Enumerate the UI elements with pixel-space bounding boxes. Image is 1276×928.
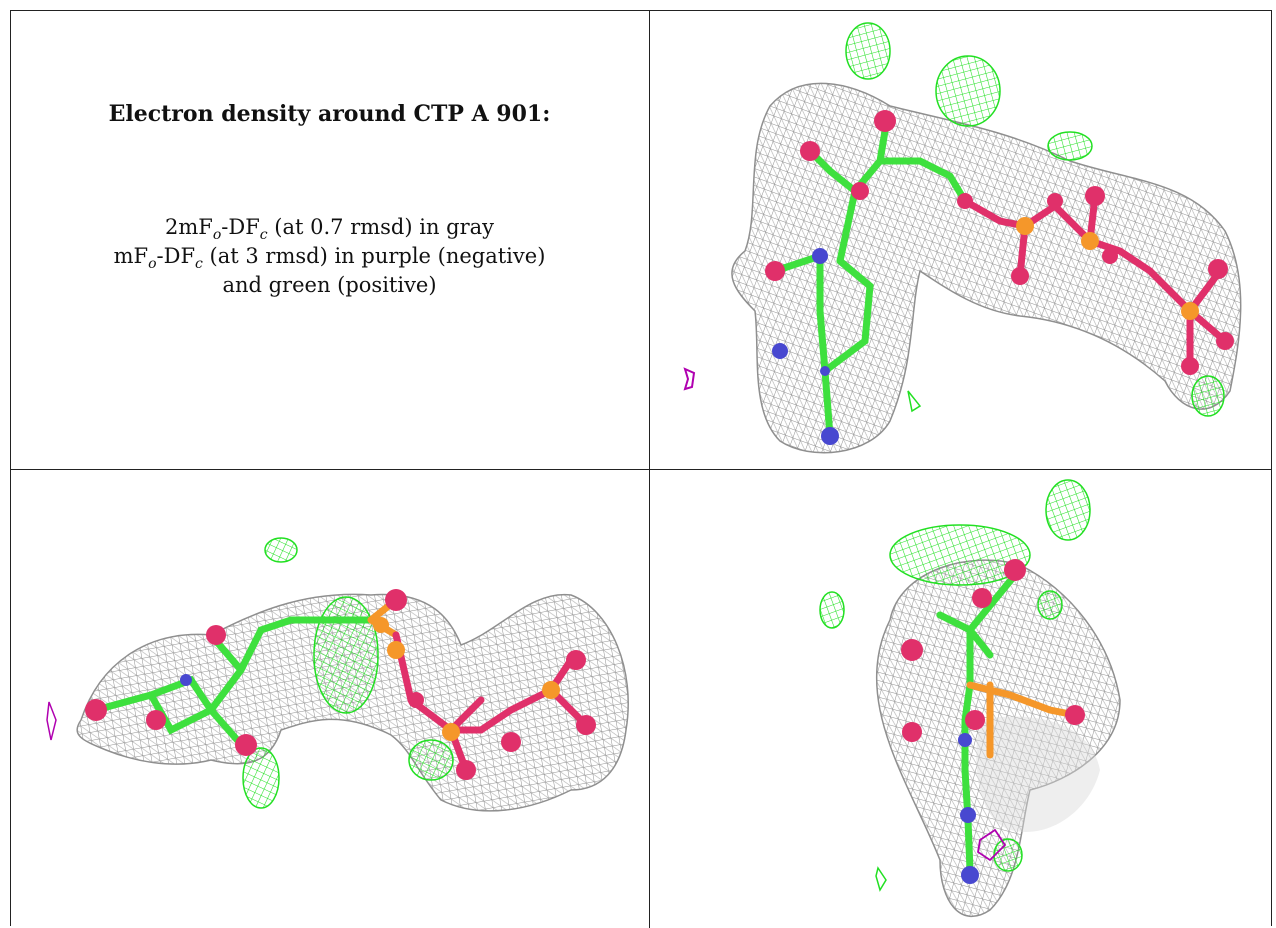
- mesh-2fofc: [731, 82, 1242, 454]
- caption-cell: Electron density around CTP A 901: 2mFo-…: [11, 11, 648, 468]
- mesh-positive-blob: [907, 390, 922, 413]
- figure-table: [10, 10, 1272, 926]
- ctp-atoms: [765, 110, 1234, 445]
- mesh-positive-blob: [264, 537, 298, 563]
- mesh-negative-blob: [683, 367, 696, 391]
- mesh-positive-blob: [935, 55, 1001, 127]
- mesh-positive-blob: [845, 22, 891, 80]
- mesh-positive-blob: [1191, 375, 1225, 417]
- mesh-positive-blob: [875, 866, 887, 892]
- mesh-positive-blob: [408, 739, 454, 781]
- density-view-3: [650, 470, 1271, 928]
- density-view-1: [650, 11, 1271, 468]
- mesh-positive-blob: [889, 524, 1031, 586]
- caption-description: 2mFo-DFc (at 0.7 rmsd) in gray mFo-DFc (…: [11, 213, 648, 300]
- density-view-2: [11, 470, 648, 928]
- caption-line-2fofc: 2mFo-DFc (at 0.7 rmsd) in gray: [164, 215, 495, 244]
- caption-line-fofc: mFo-DFc (at 3 rmsd) in purple (negative): [113, 244, 546, 273]
- caption-line-positive: and green (positive): [222, 273, 437, 297]
- mesh-positive-blob: [1047, 131, 1093, 161]
- mesh-positive-blob: [819, 591, 845, 629]
- caption-title: Electron density around CTP A 901:: [108, 101, 551, 127]
- ctp-atoms: [85, 589, 596, 780]
- mesh-positive-blob: [993, 838, 1023, 872]
- mesh-2fofc-faint: [976, 716, 1100, 832]
- table-divider-horizontal: [10, 469, 1272, 470]
- mesh-negative-blob: [46, 701, 57, 741]
- mesh-positive-blob: [242, 747, 280, 809]
- ctp-atoms: [901, 559, 1085, 884]
- mesh-positive-blob: [1037, 590, 1063, 620]
- mesh-positive-blob: [313, 596, 379, 714]
- mesh-negative-blob: [977, 828, 1007, 862]
- mesh-positive-blob: [1045, 479, 1091, 541]
